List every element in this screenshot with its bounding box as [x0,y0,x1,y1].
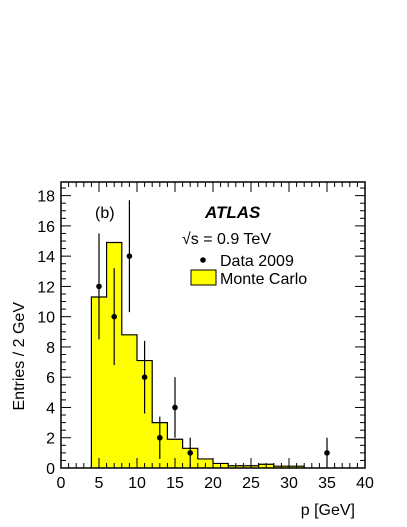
legend-data-marker [200,257,206,263]
x-tick-label: 35 [318,475,336,492]
data-points [96,200,330,468]
y-tick-label: 6 [46,370,55,387]
data-point [126,200,133,313]
data-point [157,416,163,459]
y-tick-label: 8 [46,340,55,357]
data-marker [324,450,330,456]
x-tick-label: 15 [166,475,184,492]
y-axis-title: Entries / 2 GeV [11,302,28,411]
data-marker [96,283,102,290]
y-tick-label: 0 [46,461,55,478]
data-point [96,233,102,340]
legend-mc-label: Monte Carlo [220,271,307,288]
y-tick-label: 4 [46,400,55,417]
data-marker [187,450,193,456]
x-axis: 0 5 10 15 20 25 30 35 40 [57,182,374,492]
legend: Data 2009 Monte Carlo [190,253,307,288]
data-marker [157,434,163,441]
x-tick-label: 5 [95,475,104,492]
x-tick-label: 0 [57,475,66,492]
y-tick-label: 16 [37,219,55,236]
x-tick-label: 20 [204,475,222,492]
x-tick-label: 30 [280,475,298,492]
energy-label: √s = 0.9 TeV [182,231,271,248]
y-tick-label: 14 [37,249,55,266]
data-marker [172,404,178,411]
legend-mc-box [190,269,217,286]
experiment-label: ATLAS [204,203,261,222]
y-tick-label: 10 [37,310,55,327]
mc-bin [121,334,137,468]
data-point [187,437,193,468]
y-tick-label: 12 [37,279,55,296]
y-tick-label: 2 [46,431,55,448]
mc-bin [91,297,107,468]
data-point [111,268,117,366]
x-tick-label: 40 [356,475,374,492]
data-point [172,377,178,438]
data-point [141,340,148,414]
data-marker [111,313,117,320]
mc-bin [137,360,153,468]
legend-data-label: Data 2009 [220,253,294,270]
panel-label: (b) [95,205,115,222]
data-marker [126,253,133,259]
data-marker [141,374,148,381]
x-axis-title: p [GeV] [301,502,355,519]
x-tick-label: 10 [128,475,146,492]
x-tick-label: 25 [242,475,260,492]
y-axis: 0 2 4 6 8 10 12 14 16 18 [37,187,365,478]
y-tick-label: 18 [37,189,55,206]
mc-bin [167,439,183,468]
